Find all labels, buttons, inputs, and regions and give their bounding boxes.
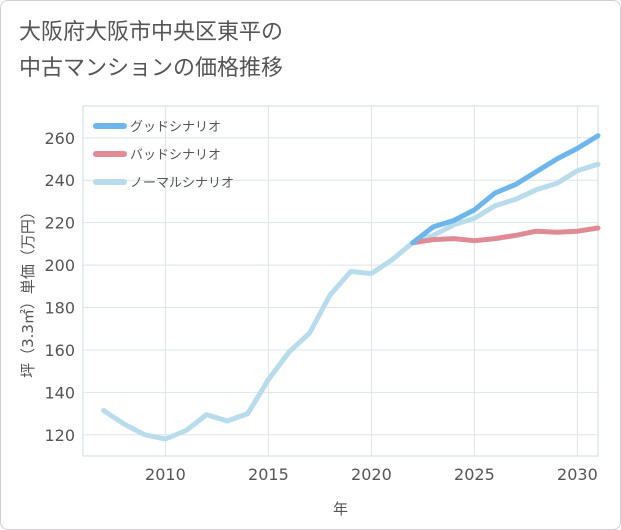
plot-area <box>82 105 599 457</box>
x-tick-label: 2030 <box>557 465 598 484</box>
y-axis-label: 坪（3.3㎡）単価（万円） <box>19 204 37 378</box>
series-line-2 <box>101 161 601 442</box>
series-line-1 <box>410 225 601 246</box>
y-tick-label: 120 <box>44 426 75 445</box>
x-tick-label: 2020 <box>351 465 392 484</box>
title-line-1: 大阪府大阪市中央区東平の <box>19 20 284 45</box>
y-tick-label: 140 <box>44 383 75 402</box>
series-line-0 <box>410 133 601 246</box>
y-tick-label: 180 <box>44 299 75 318</box>
legend-label: ノーマルシナリオ <box>130 176 234 191</box>
legend-label: グッドシナリオ <box>130 120 221 135</box>
y-tick-label: 240 <box>44 171 75 190</box>
y-tick-label: 260 <box>44 129 75 148</box>
y-tick-label: 220 <box>44 214 75 233</box>
y-tick-label: 200 <box>44 256 75 275</box>
x-tick-label: 2015 <box>248 465 289 484</box>
x-axis-label: 年 <box>333 500 348 518</box>
x-tick-label: 2010 <box>145 465 186 484</box>
legend-label: バッドシナリオ <box>130 148 221 163</box>
title-line-2: 中古マンションの価格推移 <box>19 56 284 81</box>
y-tick-label: 160 <box>44 341 75 360</box>
page-title: 大阪府大阪市中央区東平の 中古マンションの価格推移 <box>19 15 283 87</box>
x-tick-label: 2025 <box>454 465 495 484</box>
